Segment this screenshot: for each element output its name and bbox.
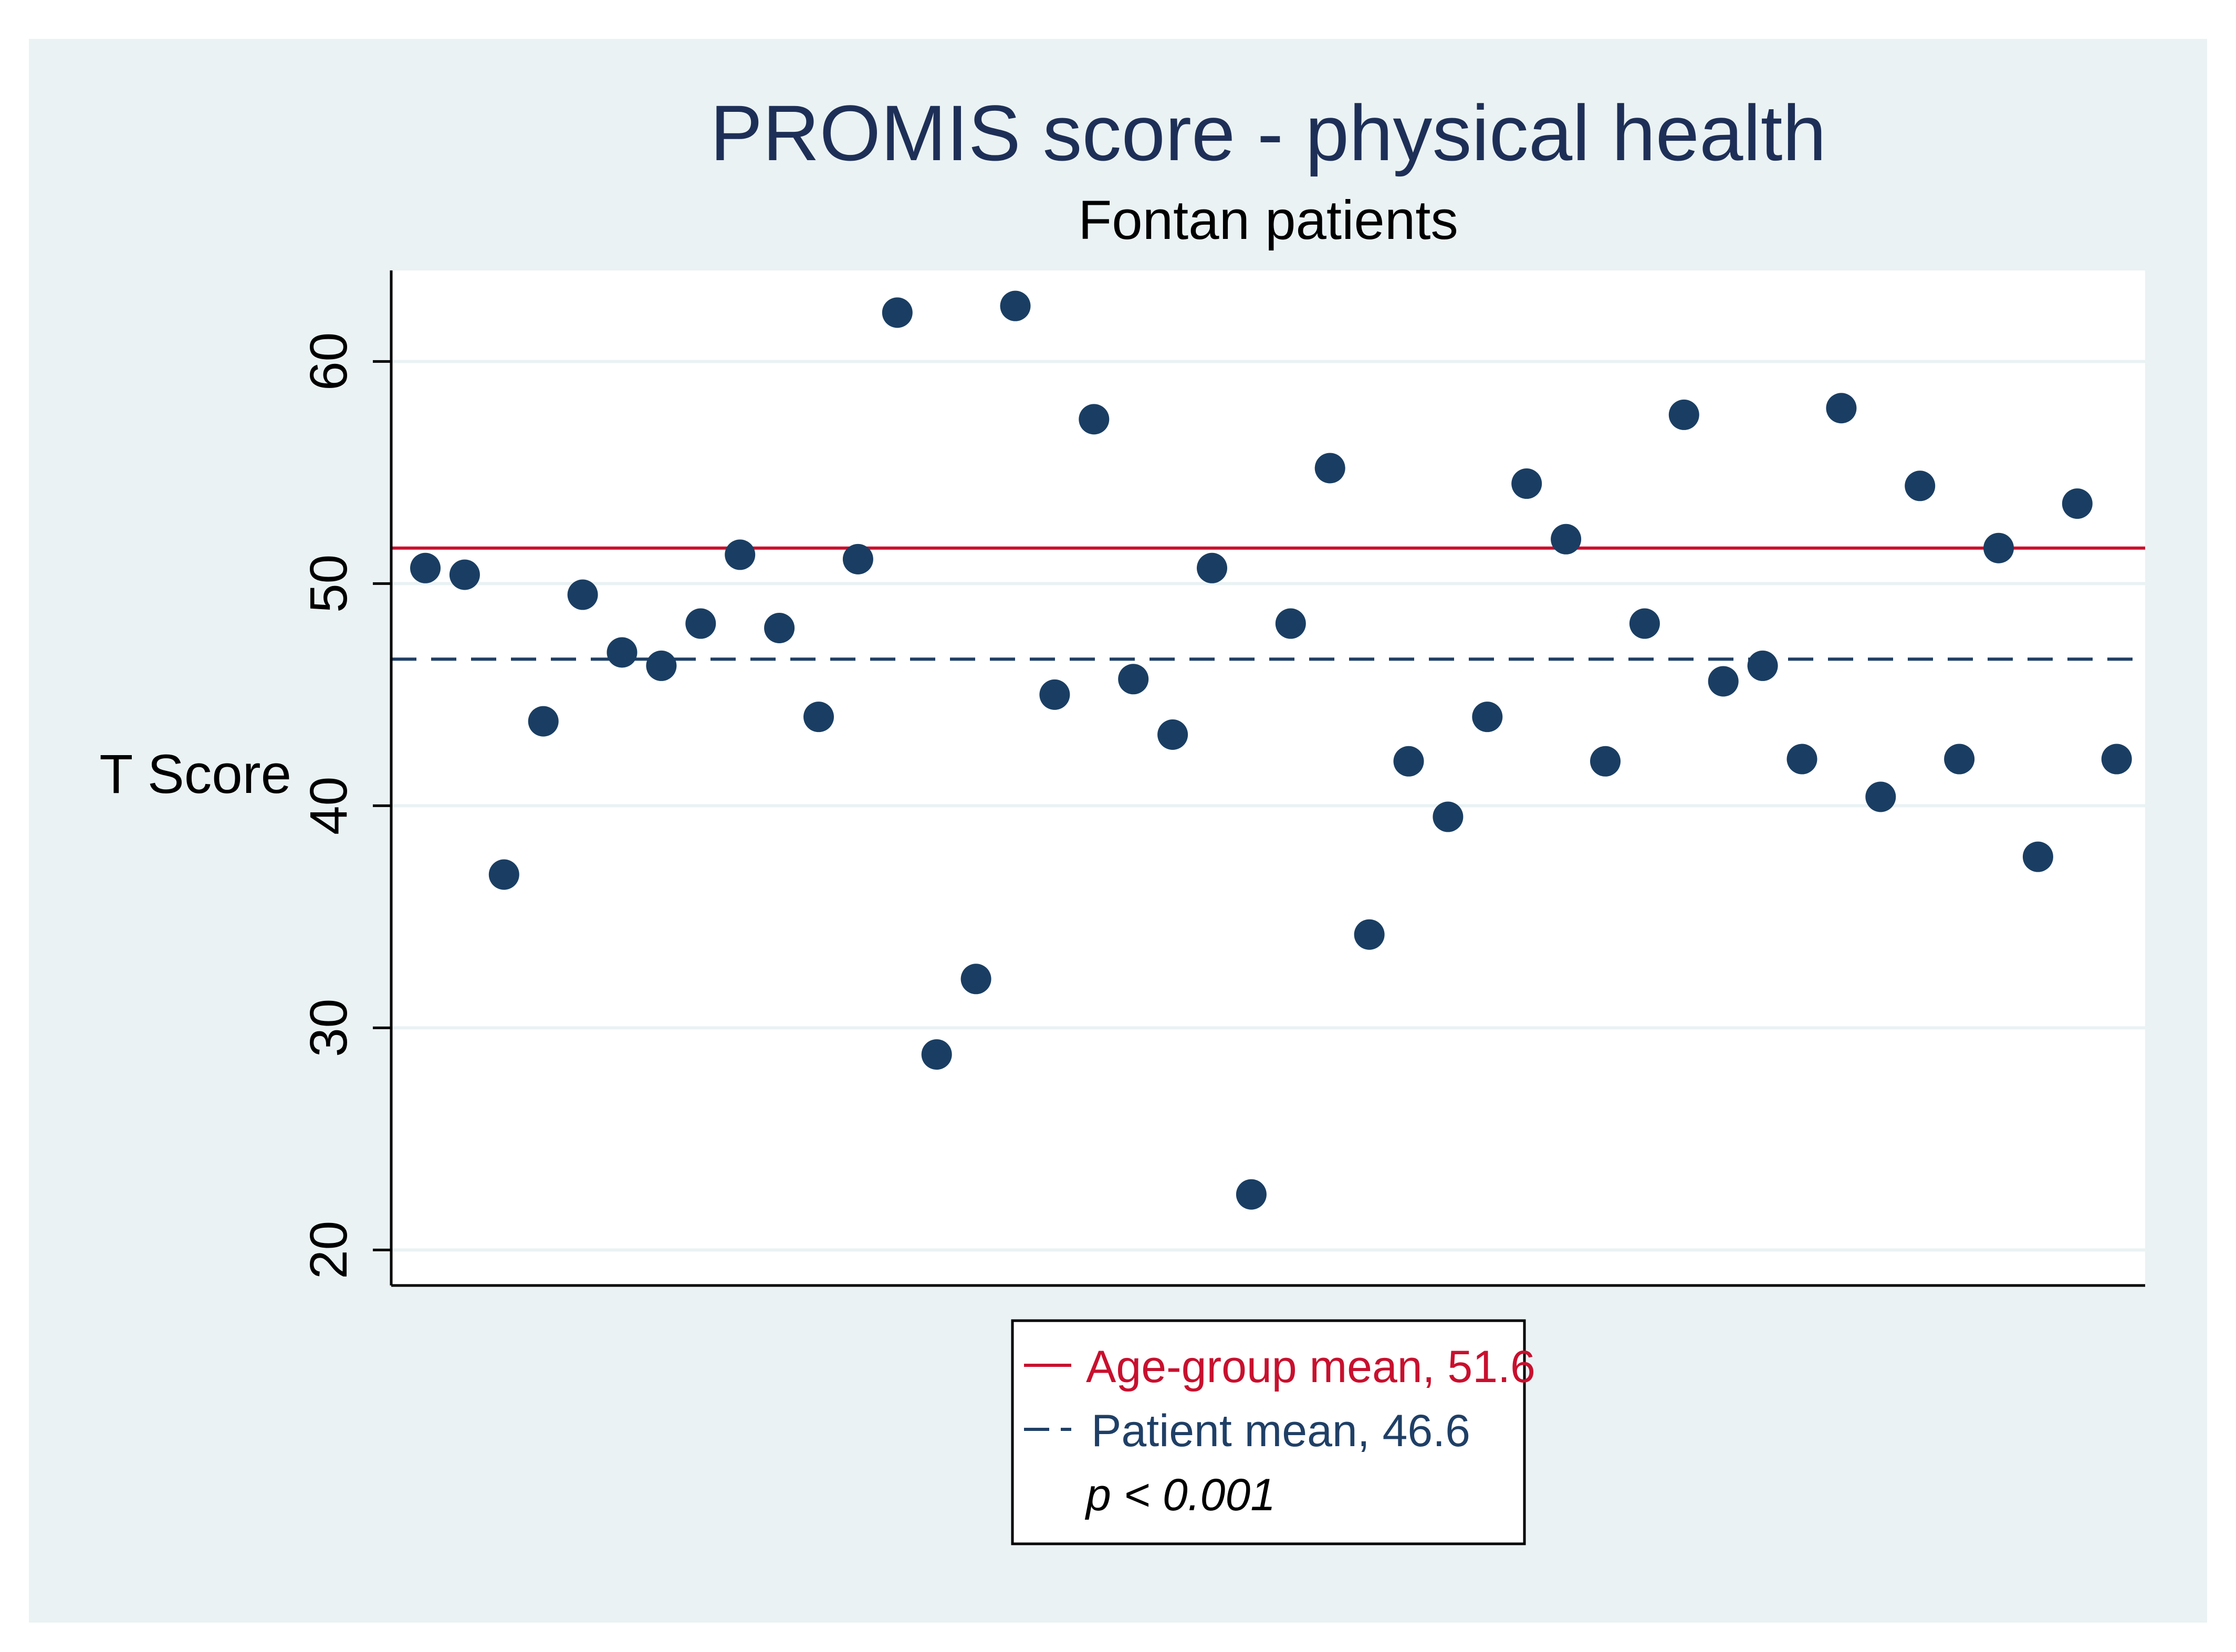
data-point-3: [488, 859, 519, 890]
data-point-1: [410, 552, 441, 583]
data-point-14: [921, 1039, 952, 1070]
data-point-23: [1275, 608, 1306, 639]
data-point-36: [1786, 744, 1817, 775]
gridlines: [391, 360, 2145, 1252]
legend-p-value-note: p < 0.001: [1084, 1470, 1276, 1520]
data-point-11: [803, 702, 834, 733]
data-point-37: [1826, 393, 1857, 424]
data-point-16: [1000, 290, 1031, 321]
legend-box: [1011, 1319, 1526, 1545]
y-tick-label-40: 40: [299, 777, 358, 835]
data-point-12: [842, 543, 873, 574]
data-point-13: [882, 297, 913, 328]
data-point-33: [1668, 399, 1699, 430]
data-point-34: [1708, 666, 1739, 697]
data-point-25: [1354, 919, 1385, 950]
data-point-35: [1747, 650, 1778, 681]
y-tick-label-50: 50: [299, 555, 358, 613]
data-point-6: [607, 637, 638, 668]
data-point-44: [2101, 744, 2132, 775]
data-point-31: [1590, 746, 1621, 777]
data-point-28: [1472, 702, 1503, 733]
data-point-5: [567, 579, 598, 610]
legend: Age-group mean, 51.6 Patient mean, 46.6 …: [1011, 1319, 1535, 1545]
plot-area: [391, 270, 2145, 1285]
data-point-39: [1905, 470, 1936, 501]
reference-lines: [391, 546, 2145, 661]
data-point-26: [1393, 746, 1424, 777]
data-point-10: [764, 612, 795, 643]
data-point-15: [960, 964, 991, 995]
data-point-18: [1079, 404, 1110, 435]
data-point-20: [1157, 719, 1188, 750]
legend-label-age-group-mean: Age-group mean, 51.6: [1086, 1342, 1535, 1392]
data-point-42: [2022, 841, 2053, 872]
data-point-24: [1314, 453, 1345, 484]
y-tick-label-60: 60: [299, 332, 358, 391]
data-point-22: [1236, 1179, 1267, 1210]
data-point-41: [1983, 532, 2014, 563]
data-points: [410, 290, 2132, 1210]
data-point-21: [1197, 552, 1227, 583]
chart-subtitle: Fontan patients: [1078, 190, 1458, 251]
data-point-19: [1118, 664, 1149, 695]
data-point-29: [1511, 468, 1542, 499]
data-point-17: [1039, 679, 1070, 710]
data-point-7: [646, 650, 677, 681]
data-point-2: [449, 559, 480, 590]
y-tick-label-30: 30: [299, 999, 358, 1057]
data-point-43: [2062, 488, 2093, 519]
data-point-30: [1551, 524, 1582, 555]
y-axis-ticks: 20 30 40 50 60: [299, 332, 391, 1279]
y-axis-label: T Score: [99, 744, 291, 805]
data-point-38: [1865, 781, 1896, 812]
data-point-27: [1433, 801, 1464, 832]
y-tick-label-20: 20: [299, 1221, 358, 1279]
data-point-32: [1629, 608, 1660, 639]
chart-title: PROMIS score - physical health: [710, 89, 1826, 177]
legend-label-patient-mean: Patient mean, 46.6: [1091, 1406, 1470, 1456]
data-point-8: [685, 608, 716, 639]
data-point-4: [528, 706, 559, 737]
data-point-40: [1944, 744, 1975, 775]
data-point-9: [725, 539, 756, 570]
